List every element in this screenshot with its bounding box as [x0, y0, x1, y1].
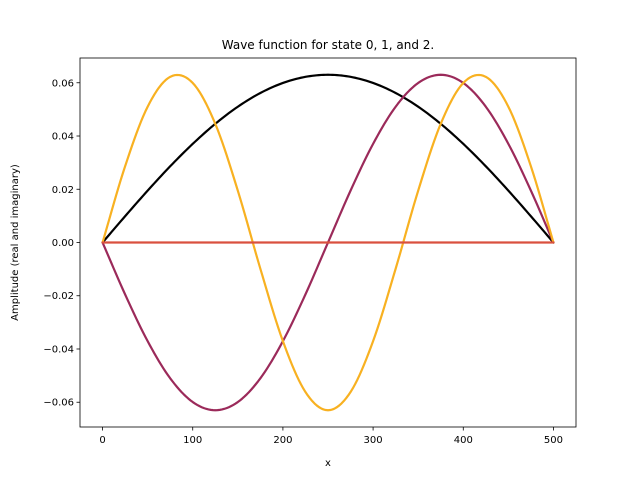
x-tick-label: 0	[99, 435, 105, 446]
x-tick-label: 400	[454, 435, 473, 446]
x-tick-label: 300	[364, 435, 383, 446]
y-axis: −0.06 −0.04 −0.02 0.00 0.02 0.04 0.06	[43, 78, 80, 409]
plot-area	[79, 57, 577, 428]
series-layer	[101, 73, 555, 412]
x-axis: 0 100 200 300 400 500	[99, 427, 563, 446]
y-tick-label: 0.00	[52, 238, 74, 249]
y-tick-label: −0.02	[43, 291, 74, 302]
x-tick-label: 200	[273, 435, 292, 446]
chart-title: Wave function for state 0, 1, and 2.	[222, 38, 434, 52]
x-axis-label: x	[325, 458, 331, 469]
y-tick-label: 0.04	[52, 132, 74, 143]
y-axis-label: Amplitude (real and imaginary)	[10, 164, 21, 321]
y-tick-label: −0.06	[43, 398, 74, 409]
series-line-2	[101, 73, 555, 412]
x-tick-label: 500	[544, 435, 563, 446]
x-tick-label: 100	[183, 435, 202, 446]
series-line-0	[101, 73, 555, 244]
y-tick-label: −0.04	[43, 344, 74, 355]
y-tick-label: 0.06	[52, 78, 74, 89]
y-tick-label: 0.02	[52, 185, 74, 196]
